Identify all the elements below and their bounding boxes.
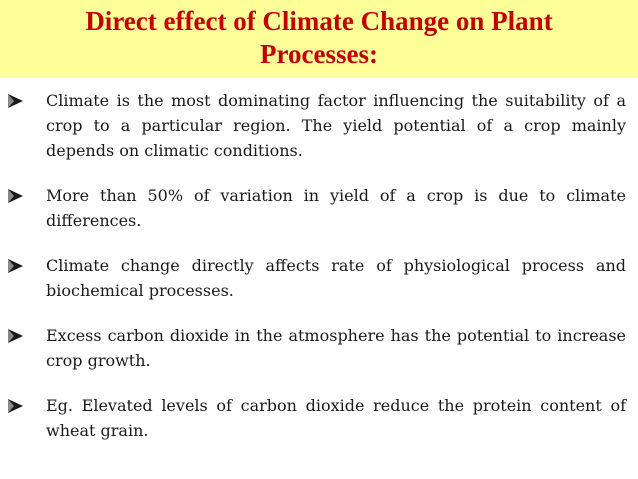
bullet-text: Climate change directly affects rate of … [46,256,626,300]
arrowhead-bullet-icon [8,94,23,108]
bullet-item: More than 50% of variation in yield of a… [0,183,626,233]
arrowhead-bullet-icon [8,189,23,203]
bullet-item: Climate change directly affects rate of … [0,253,626,303]
arrowhead-bullet-icon [8,259,23,273]
bullet-text: Excess carbon dioxide in the atmosphere … [46,326,626,370]
bullet-item: Climate is the most dominating factor in… [0,88,626,163]
arrowhead-bullet-icon [8,329,23,343]
slide-title: Direct effect of Climate Change on Plant… [0,5,638,71]
title-band: Direct effect of Climate Change on Plant… [0,0,638,78]
slide-title-line-1: Direct effect of Climate Change on Plant [85,6,553,36]
bullet-list: Climate is the most dominating factor in… [0,88,626,443]
bullet-text: Climate is the most dominating factor in… [46,91,626,160]
bullet-item: Eg. Elevated levels of carbon dioxide re… [0,393,626,443]
bullet-text: Eg. Elevated levels of carbon dioxide re… [46,396,626,440]
arrowhead-bullet-icon [8,399,23,413]
bullet-text: More than 50% of variation in yield of a… [46,186,626,230]
slide-title-line-2: Processes: [260,39,378,69]
bullet-item: Excess carbon dioxide in the atmosphere … [0,323,626,373]
